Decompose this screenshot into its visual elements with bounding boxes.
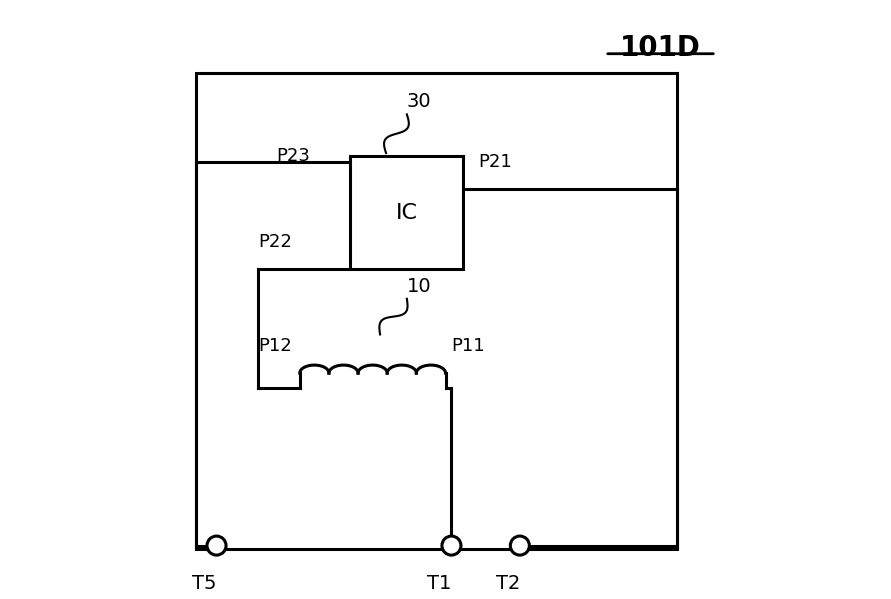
Bar [350, 156, 463, 269]
Text: P23: P23 [276, 147, 310, 165]
Text: P22: P22 [258, 234, 292, 252]
Text: IC: IC [396, 202, 418, 222]
Bar [196, 72, 677, 549]
Text: P12: P12 [258, 337, 292, 355]
Text: 10: 10 [406, 277, 431, 296]
Text: T2: T2 [495, 573, 520, 592]
Text: P11: P11 [452, 337, 485, 355]
Text: 30: 30 [406, 92, 431, 111]
Text: T1: T1 [428, 573, 452, 592]
Text: T5: T5 [192, 573, 217, 592]
Circle shape [207, 536, 226, 555]
Circle shape [511, 536, 529, 555]
Circle shape [442, 536, 461, 555]
Text: P21: P21 [478, 153, 512, 171]
Text: 101D: 101D [620, 34, 701, 62]
